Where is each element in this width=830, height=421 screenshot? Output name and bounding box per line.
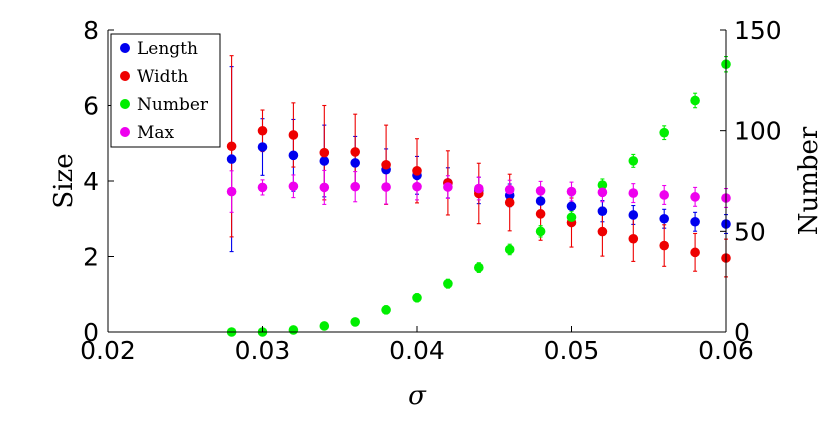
number-point (412, 292, 422, 303)
max-point (381, 182, 391, 192)
max-point (597, 187, 608, 198)
width-point (535, 209, 546, 219)
number-point (381, 305, 391, 315)
legend-marker-width (120, 71, 130, 81)
width-point (381, 159, 391, 170)
y-left-tick-label: 6 (83, 92, 99, 121)
points-layer (226, 59, 731, 337)
width-point (504, 197, 515, 208)
length-point (566, 201, 577, 212)
length-point (257, 142, 268, 152)
legend-marker-number (120, 99, 130, 109)
x-tick-label: 0.04 (389, 336, 445, 365)
y-left-axis-title: Size (49, 153, 79, 208)
number-point (319, 321, 330, 331)
number-point (566, 212, 577, 223)
max-point (659, 190, 669, 200)
max-point (504, 184, 515, 195)
x-tick-label: 0.03 (235, 336, 291, 365)
x-tick-label: 0.05 (544, 336, 600, 365)
number-point (288, 325, 299, 335)
max-point (535, 186, 546, 196)
max-point (443, 182, 453, 192)
y-right-tick-label: 50 (734, 217, 766, 246)
y-right-tick-label: 100 (734, 117, 782, 146)
width-point (412, 166, 422, 176)
max-point (412, 181, 422, 192)
y-right-tick-label: 150 (734, 16, 782, 45)
max-point (690, 192, 700, 202)
number-point (690, 95, 700, 106)
number-point (659, 127, 669, 138)
legend-label-length: Length (137, 39, 198, 59)
max-point (350, 181, 361, 192)
width-point (597, 226, 608, 237)
number-point (628, 156, 639, 166)
length-point (319, 156, 330, 166)
max-point (226, 186, 237, 197)
length-point (628, 210, 639, 220)
x-tick-label: 0.06 (698, 336, 754, 365)
length-point (226, 154, 237, 164)
number-point (597, 180, 608, 190)
width-point (350, 147, 361, 157)
length-point (597, 206, 608, 216)
number-point (474, 262, 484, 273)
width-point (288, 130, 299, 140)
x-tick-label: 0.02 (80, 336, 136, 365)
number-point (504, 244, 515, 255)
width-point (659, 240, 669, 251)
legend-label-width: Width (137, 67, 188, 87)
max-point (288, 181, 299, 192)
number-point (350, 317, 361, 327)
y-left-tick-label: 2 (83, 243, 99, 272)
width-point (319, 147, 330, 158)
legend-label-max: Max (137, 123, 175, 143)
legend-marker-length (120, 43, 130, 53)
y-right-axis-title: Number (794, 126, 824, 235)
y-left-tick-label: 8 (83, 16, 99, 45)
max-point (628, 188, 639, 198)
width-point (257, 125, 268, 136)
max-point (257, 182, 268, 193)
legend-label-number: Number (137, 95, 209, 115)
length-point (690, 216, 700, 227)
legend-box (110, 33, 221, 148)
max-point (319, 182, 330, 193)
max-point (474, 183, 484, 194)
width-point (226, 141, 237, 152)
number-point (535, 226, 546, 237)
length-point (659, 213, 669, 224)
width-point (690, 247, 700, 258)
max-point (566, 186, 577, 197)
y-left-tick-label: 4 (83, 167, 99, 196)
length-point (535, 196, 546, 206)
legend: Length Width Number Max (110, 33, 221, 148)
y-left-tick-label: 0 (83, 318, 99, 347)
x-axis-title: σ (408, 381, 427, 411)
width-point (628, 233, 639, 244)
length-point (288, 150, 299, 161)
legend-marker-max (120, 127, 130, 137)
number-point (443, 278, 453, 289)
length-point (350, 158, 361, 168)
y-right-tick-label: 0 (734, 318, 750, 347)
